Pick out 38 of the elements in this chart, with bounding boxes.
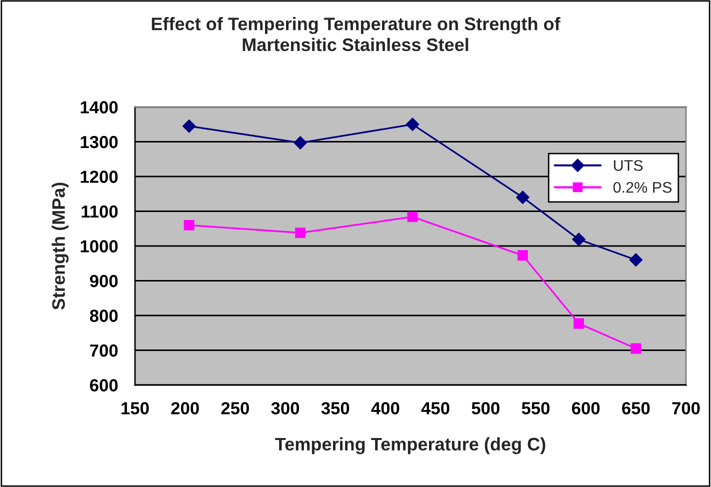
x-tick-label: 550 (522, 402, 550, 414)
chart-title: Effect of Tempering Temperature on Strength of Martensitic Stainless Steel (152, 17, 560, 52)
y-axis-title: Strength (MPa) (52, 182, 69, 310)
point (516, 190, 530, 204)
x-tick-label: 200 (171, 402, 199, 414)
y-tick-label: 1000 (80, 240, 118, 252)
y-tick-label: 1200 (80, 170, 118, 183)
point (294, 136, 307, 150)
point (182, 120, 196, 133)
point (407, 212, 418, 222)
x-axis-title: Tempering Temperature (deg C) (275, 437, 546, 454)
y-tick-label: 800 (90, 310, 118, 322)
x-tick-label: 450 (421, 402, 450, 414)
x-tick-label: 400 (371, 402, 400, 414)
point (629, 253, 642, 266)
y-tick-label: 600 (90, 379, 118, 392)
point (295, 228, 306, 238)
y-tick-label: 1300 (80, 136, 118, 148)
x-tick-label: 500 (472, 402, 500, 414)
x-tick-label: 150 (122, 402, 149, 414)
y-tick-label: 700 (90, 344, 118, 357)
x-tick-label: 650 (622, 402, 650, 414)
y-tick-label: 1400 (80, 101, 118, 114)
y-tick-label: 900 (90, 274, 118, 288)
x-tick-label: 700 (672, 402, 700, 414)
x-tick-label: 350 (321, 402, 350, 414)
point (572, 232, 586, 246)
legend-label: UTS (614, 160, 643, 171)
point (630, 343, 642, 354)
legend-label: 0.2% PS (613, 182, 672, 193)
point (406, 118, 420, 131)
point (574, 318, 584, 329)
x-tick-label: 600 (572, 402, 600, 414)
y-tick-label: 1100 (82, 205, 118, 218)
x-tick-label: 250 (221, 402, 249, 414)
point (184, 220, 194, 230)
x-tick-label: 300 (271, 402, 300, 414)
point (517, 250, 528, 261)
